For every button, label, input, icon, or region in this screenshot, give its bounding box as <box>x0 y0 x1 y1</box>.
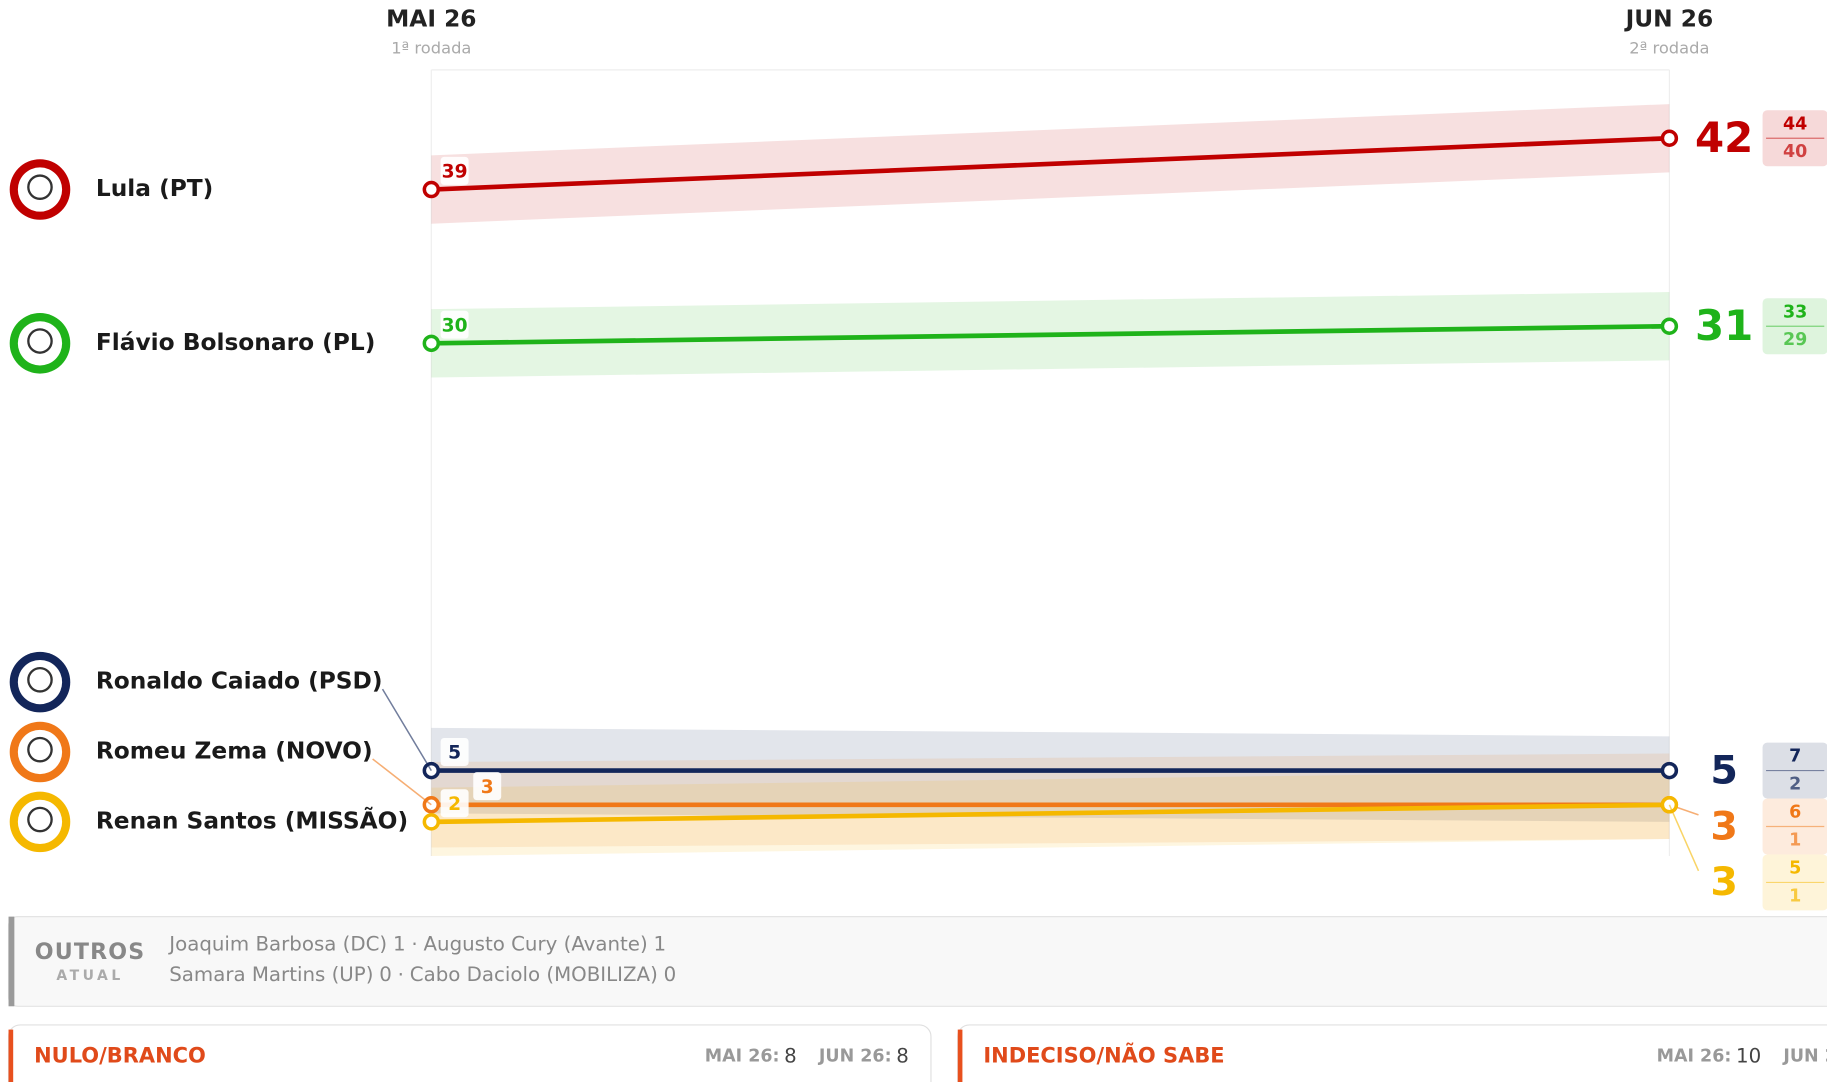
summary-accent <box>9 1030 14 1082</box>
range-lower: 1 <box>1789 830 1801 850</box>
summary-value: 8 <box>896 1044 909 1067</box>
end-value-label: 3 <box>1710 859 1738 905</box>
x-subtitle: 1ª rodada <box>391 38 471 57</box>
range-upper: 33 <box>1783 302 1807 322</box>
value-label: 5 <box>448 743 461 764</box>
series-name: Lula (PT) <box>96 175 213 202</box>
series-name: Ronaldo Caiado (PSD) <box>96 668 383 695</box>
point <box>1662 319 1676 333</box>
range-lower: 2 <box>1789 775 1801 795</box>
point <box>424 183 438 197</box>
others-line: Joaquim Barbosa (DC)1·Augusto Cury (Avan… <box>167 932 666 955</box>
point <box>424 815 438 829</box>
end-value-label: 5 <box>1710 747 1738 793</box>
value-label: 2 <box>448 794 461 815</box>
x-category: JUN 26 <box>1624 5 1714 32</box>
summary-accent <box>958 1030 963 1082</box>
avatar-face <box>18 800 62 844</box>
range-lower: 29 <box>1783 330 1807 350</box>
summary-value: 10 <box>1736 1044 1761 1067</box>
summary-values: MAI 26:8 JUN 26:8 <box>705 1044 909 1067</box>
end-value-label: 3 <box>1710 803 1738 849</box>
avatar-face <box>18 321 62 365</box>
point <box>1662 764 1676 778</box>
point <box>424 336 438 350</box>
summary-title: INDECISO/NÃO SABE <box>983 1042 1224 1067</box>
other-name: Joaquim Barbosa (DC) <box>167 932 387 955</box>
other-name: Augusto Cury (Avante) <box>424 932 648 955</box>
value-label: 39 <box>442 162 468 183</box>
summary-label: JUN 26: <box>1782 1046 1827 1066</box>
bands <box>431 104 1669 856</box>
x-category: MAI 26 <box>386 5 476 32</box>
divider <box>806 1046 809 1066</box>
summary-label: MAI 26: <box>1657 1046 1732 1066</box>
range-upper: 44 <box>1783 114 1807 134</box>
lines <box>431 138 1669 822</box>
value-label: 3 <box>481 777 494 798</box>
range-upper: 7 <box>1789 747 1801 767</box>
connector <box>373 759 432 805</box>
summary-values: MAI 26:10 JUN 26: <box>1657 1044 1827 1067</box>
value-label: 30 <box>442 315 468 336</box>
point <box>1662 131 1676 145</box>
series-name: Flávio Bolsonaro (PL) <box>96 329 375 356</box>
avatar-face <box>18 660 62 704</box>
x-subtitle: 2ª rodada <box>1629 38 1709 57</box>
other-name: Cabo Daciolo (MOBILIZA) <box>410 962 658 985</box>
others-title: OUTROS <box>35 939 146 965</box>
series-name: Romeu Zema (NOVO) <box>96 737 373 764</box>
other-value: 0 <box>379 962 392 985</box>
divider <box>1771 1046 1775 1066</box>
summary-value: 8 <box>784 1044 797 1067</box>
avatar-face <box>18 730 62 774</box>
summary-title: NULO/BRANCO <box>34 1043 206 1067</box>
end-value-label: 31 <box>1695 301 1753 350</box>
other-name: Samara Martins (UP) <box>169 962 373 985</box>
summary-label: MAI 26: <box>705 1046 780 1066</box>
page: {"chart_data": {"type": "line", "categor… <box>0 0 1827 1082</box>
summary-label: JUN 26: <box>818 1046 892 1066</box>
others-accent <box>9 917 15 1007</box>
others-line: Samara Martins (UP) 0 · Cabo Daciolo (MOBIL… <box>169 962 676 985</box>
separator: · <box>398 962 404 985</box>
avatar-face <box>18 167 62 211</box>
other-value: 1 <box>654 932 667 955</box>
other-value: 1 <box>393 932 406 955</box>
other-value: 0 <box>664 962 677 985</box>
range-lower: 40 <box>1783 142 1807 162</box>
connector <box>1669 805 1698 871</box>
range-lower: 1 <box>1789 886 1801 906</box>
others-subtitle: ATUAL <box>56 968 123 984</box>
chart: MAI 26 1ª rodada JUN 26 2ª rodada 39 Lula (PT… <box>0 0 1827 1082</box>
connector <box>383 689 432 771</box>
separator: · <box>411 932 417 955</box>
series-name: Renan Santos (MISSÃO) <box>96 806 408 834</box>
range-upper: 5 <box>1789 858 1801 878</box>
range-upper: 6 <box>1789 803 1801 823</box>
end-value-label: 42 <box>1695 113 1753 162</box>
